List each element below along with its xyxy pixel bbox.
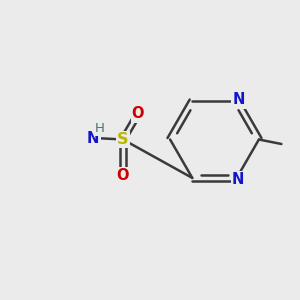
Text: N: N bbox=[87, 131, 100, 146]
Text: O: O bbox=[132, 106, 144, 122]
Text: O: O bbox=[117, 168, 129, 183]
Text: S: S bbox=[117, 132, 129, 147]
Text: H: H bbox=[95, 122, 105, 135]
Text: N: N bbox=[232, 172, 244, 187]
Text: N: N bbox=[232, 92, 245, 107]
